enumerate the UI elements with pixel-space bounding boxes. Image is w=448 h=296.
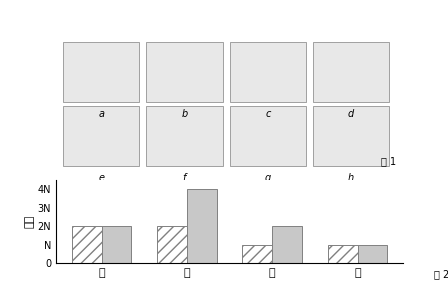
Bar — [242, 245, 272, 263]
Y-axis label: 数量: 数量 — [25, 215, 35, 228]
Text: a: a — [98, 109, 104, 119]
Text: 图 2: 图 2 — [435, 270, 448, 279]
Text: g: g — [265, 173, 271, 183]
Bar — [272, 226, 302, 263]
FancyBboxPatch shape — [146, 42, 223, 102]
Text: h: h — [348, 173, 354, 183]
FancyBboxPatch shape — [313, 42, 389, 102]
Text: b: b — [181, 109, 188, 119]
Text: c: c — [265, 109, 271, 119]
Bar — [358, 245, 388, 263]
Text: f: f — [183, 173, 186, 183]
Bar — [102, 226, 132, 263]
FancyBboxPatch shape — [63, 106, 139, 166]
FancyBboxPatch shape — [313, 106, 389, 166]
Bar — [187, 189, 217, 263]
Bar — [157, 226, 187, 263]
Bar — [327, 245, 358, 263]
Text: d: d — [348, 109, 354, 119]
Text: e: e — [98, 173, 104, 183]
Text: 图 1: 图 1 — [381, 156, 396, 166]
FancyBboxPatch shape — [230, 106, 306, 166]
Bar — [72, 226, 102, 263]
FancyBboxPatch shape — [146, 106, 223, 166]
FancyBboxPatch shape — [63, 42, 139, 102]
FancyBboxPatch shape — [230, 42, 306, 102]
